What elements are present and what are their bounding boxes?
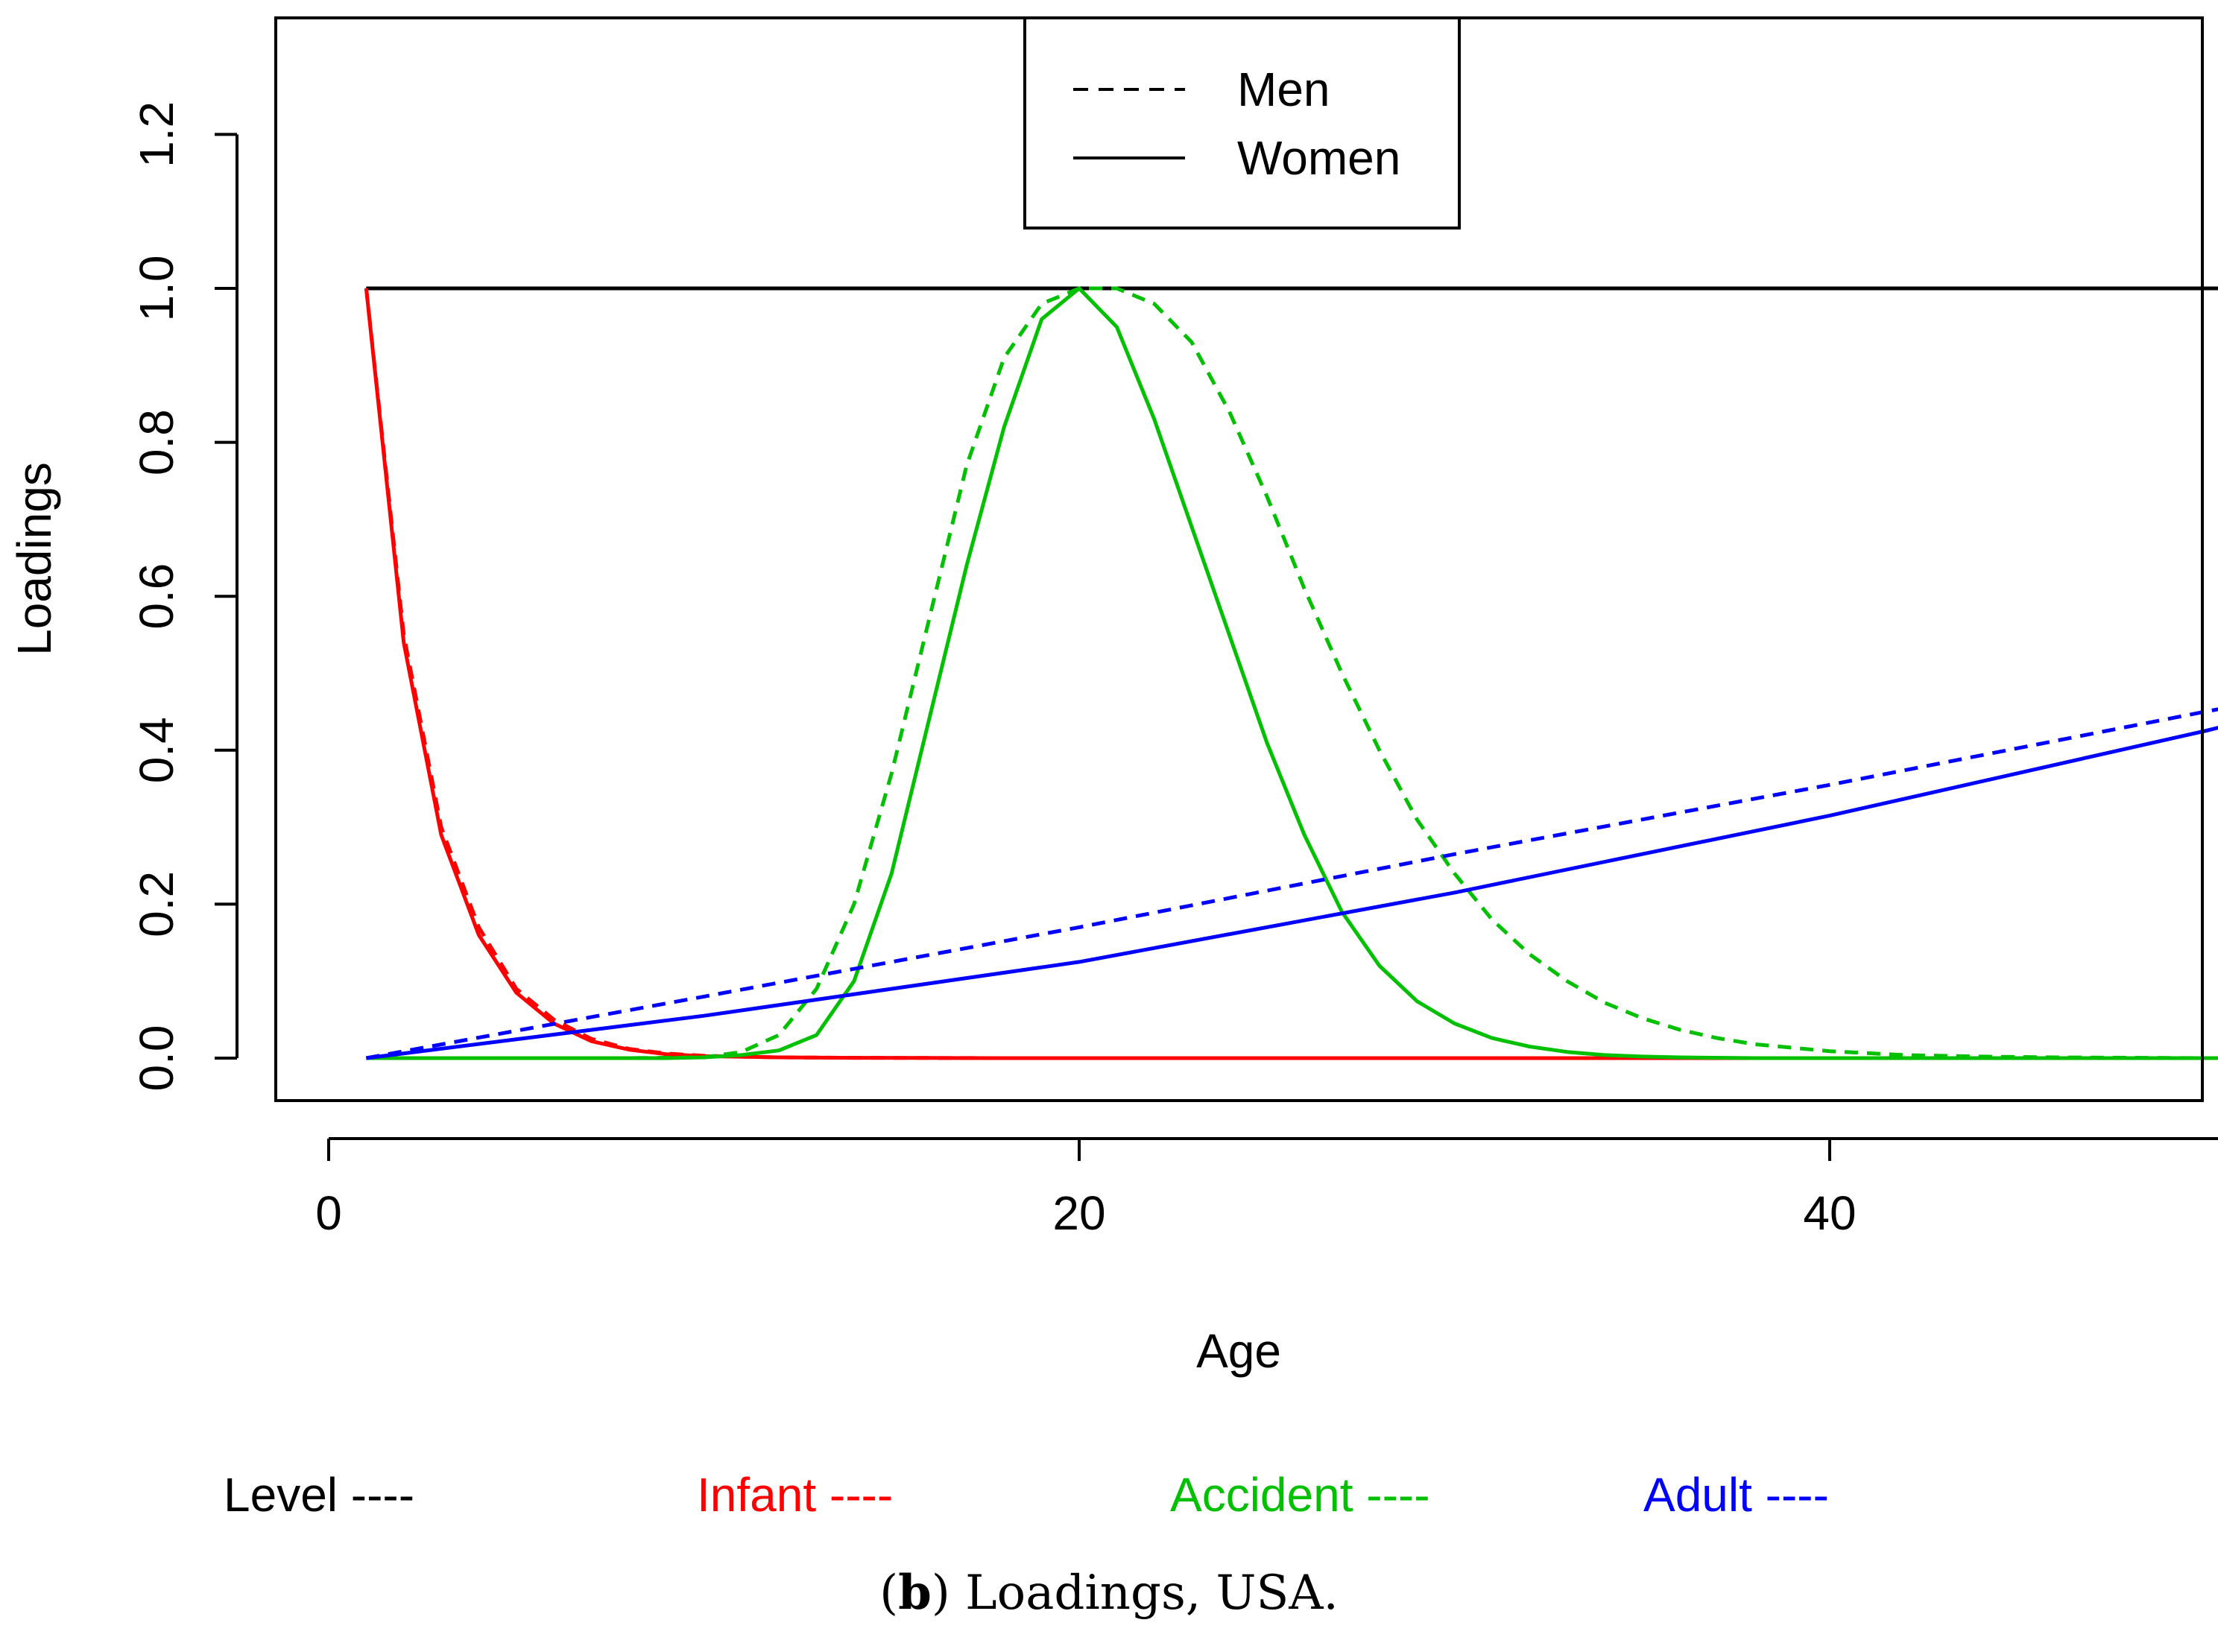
legend: Men Women [1023,16,1461,230]
axes-layer: 0204060800.00.20.40.60.81.01.2 [130,101,2218,1240]
color-key-level: Level ---- [224,1468,414,1522]
color-key-accident-label: Accident [1170,1468,1353,1522]
color-key-level-label: Level [224,1468,338,1522]
y-tick-label: 0.4 [130,717,183,783]
y-tick-label: 0.2 [130,871,183,937]
x-tick-label: 0 [315,1186,342,1240]
y-tick-label: 0.8 [130,409,183,475]
color-key-adult: Adult ---- [1643,1468,1829,1522]
y-tick-label: 0.6 [130,563,183,630]
series-line-infant-women [364,288,2218,1060]
color-key: Level ---- Infant ---- Accident ---- Adu… [224,1468,1829,1522]
color-key-level-swatch: ---- [351,1468,414,1522]
y-tick-label: 1.0 [130,256,183,322]
x-tick-label: 40 [1803,1186,1856,1240]
series-line-adult-women [366,726,2218,1060]
y-tick-label: 1.2 [130,101,183,168]
legend-men-label: Men [1237,63,1330,116]
color-key-accident-swatch: ---- [1366,1468,1429,1522]
plot-layer [364,286,2218,1060]
figure-caption: (b) Loadings, USA. [879,1565,1339,1621]
x-tick-label: 20 [1052,1186,1105,1240]
legend-box [1023,16,1461,230]
color-key-adult-swatch: ---- [1766,1468,1829,1522]
series-line-adult-men [365,707,2218,1060]
color-key-infant: Infant ---- [697,1468,893,1522]
caption-panel-letter: b [898,1565,932,1621]
caption-text: ) Loadings, USA. [931,1566,1339,1621]
y-axis-label: Loadings [7,462,61,656]
color-key-infant-swatch: ---- [830,1468,893,1522]
color-key-adult-label: Adult [1643,1468,1752,1522]
series-line-accident-women [366,286,2218,1060]
series-line-accident-men [366,286,2218,1060]
color-key-accident: Accident ---- [1170,1468,1430,1522]
x-axis-label: Age [1196,1324,1281,1378]
y-tick-label: 0.0 [130,1025,183,1092]
series-line-infant-men [364,288,2218,1060]
legend-women-label: Women [1237,131,1400,185]
color-key-infant-label: Infant [697,1468,816,1522]
